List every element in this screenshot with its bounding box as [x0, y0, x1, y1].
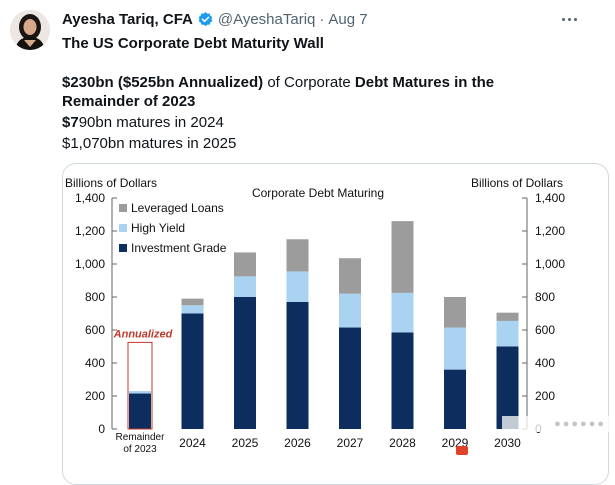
y-tick-label-right: 1,200 [535, 224, 565, 238]
annualized-outline [127, 341, 153, 430]
bar-segment [234, 297, 256, 429]
bar-segment [181, 298, 204, 306]
tweet-line-2: Remainder of 2023 [62, 93, 196, 110]
tweet-line-1-bold-b: Debt Matures in the [354, 74, 495, 91]
x-tick-label: 2024 [179, 436, 206, 450]
legend-label: Leveraged Loans [131, 201, 224, 215]
tweet-line-1-normal-b: Corporate [284, 74, 355, 91]
y-tick-label-left: 800 [85, 290, 105, 304]
tweet-header: Ayesha Tariq, CFA @AyeshaTariq · Aug 7 [62, 9, 368, 29]
legend-swatch [119, 224, 127, 232]
x-tick-label: Remainder [116, 432, 166, 443]
x-tick-label: 2025 [232, 436, 259, 450]
x-tick-label: 2028 [389, 436, 416, 450]
debt-maturity-chart: Billions of Dollars Billions of Dollars Co… [65, 176, 565, 455]
more-options-icon[interactable] [556, 9, 582, 29]
y-tick-label-left: 400 [85, 356, 105, 370]
user-handle[interactable]: @AyeshaTariq [217, 10, 316, 28]
bar-segment [391, 332, 414, 429]
bar-segment [391, 221, 414, 293]
y-tick-label-right: 600 [535, 323, 555, 337]
y-tick-label-left: 1,400 [75, 191, 105, 205]
bar-segment [286, 239, 309, 272]
y-tick-label-left: 1,200 [75, 224, 105, 238]
avatar-image [10, 10, 50, 50]
bar-segment [391, 292, 414, 333]
y-tick-label-right: 200 [535, 389, 555, 403]
x-tick-label: of 2023 [123, 444, 157, 455]
bar-segment [339, 293, 361, 328]
bar-segment [496, 312, 519, 321]
bar-segment [129, 391, 151, 394]
bar-segment [234, 276, 256, 297]
bar-segment [286, 271, 309, 302]
tweet-line-1-bold-a: $230bn ($525bn Annualized) [62, 74, 264, 91]
y-tick-label-right: 1,400 [535, 191, 565, 205]
legend-swatch [119, 204, 127, 212]
tweet-line-1: $230bn ($525bn Annualized) of Corporate … [62, 73, 494, 93]
bar-segment [129, 393, 151, 429]
y-tick-label-left: 0 [98, 422, 105, 436]
chart-image[interactable]: Billions of Dollars Billions of Dollars Co… [62, 163, 609, 485]
avatar[interactable] [10, 10, 50, 50]
bar-segment [496, 320, 519, 347]
tweet-line-1-normal-a: of [263, 74, 285, 91]
annualized-label: Annualized [113, 328, 173, 340]
x-tick-label: 2027 [337, 436, 364, 450]
chart-title: Corporate Debt Maturing [252, 186, 384, 200]
x-tick-label: 2026 [284, 436, 311, 450]
legend-label: Investment Grade [131, 241, 227, 255]
separator-dot: · [319, 10, 325, 28]
verified-badge-icon [197, 11, 214, 28]
y-tick-label-left: 200 [85, 389, 105, 403]
watermark-badge [456, 446, 468, 455]
y-axis-title-left: Billions of Dollars [65, 176, 157, 190]
tweet-line-3-bold: $7 [62, 114, 79, 131]
y-tick-label-left: 600 [85, 323, 105, 337]
bar-segment [496, 346, 519, 429]
y-tick-label-right: 1,000 [535, 257, 565, 271]
tweet-line-3-normal: 90bn matures in 2024 [78, 114, 224, 131]
tweet-title: The US Corporate Debt Maturity Wall [62, 35, 324, 52]
bar-segment [181, 313, 204, 429]
x-tick-label: 2030 [494, 436, 521, 450]
bar-segment [444, 369, 466, 429]
legend-label: High Yield [131, 221, 185, 235]
y-tick-label-right: 800 [535, 290, 555, 304]
tweet-line-3: $790bn matures in 2024 [62, 113, 224, 133]
y-axis-title-right: Billions of Dollars [471, 176, 563, 190]
display-name[interactable]: Ayesha Tariq, CFA [62, 10, 193, 28]
bar-segment [181, 305, 204, 314]
bar-segment [339, 327, 361, 429]
tweet: Ayesha Tariq, CFA @AyeshaTariq · Aug 7 T… [10, 9, 610, 485]
bar-segment [286, 301, 309, 429]
bar-segment [444, 297, 466, 328]
y-tick-label-right: 400 [535, 356, 555, 370]
tweet-line-4: $1,070bn matures in 2025 [62, 135, 237, 152]
bar-segment [444, 327, 466, 370]
tweet-date[interactable]: Aug 7 [328, 10, 368, 28]
bar-segment [234, 252, 256, 277]
legend-swatch [119, 244, 127, 252]
watermark: ●●●●●● [502, 416, 610, 432]
bar-segment [339, 258, 361, 294]
y-tick-label-left: 1,000 [75, 257, 105, 271]
